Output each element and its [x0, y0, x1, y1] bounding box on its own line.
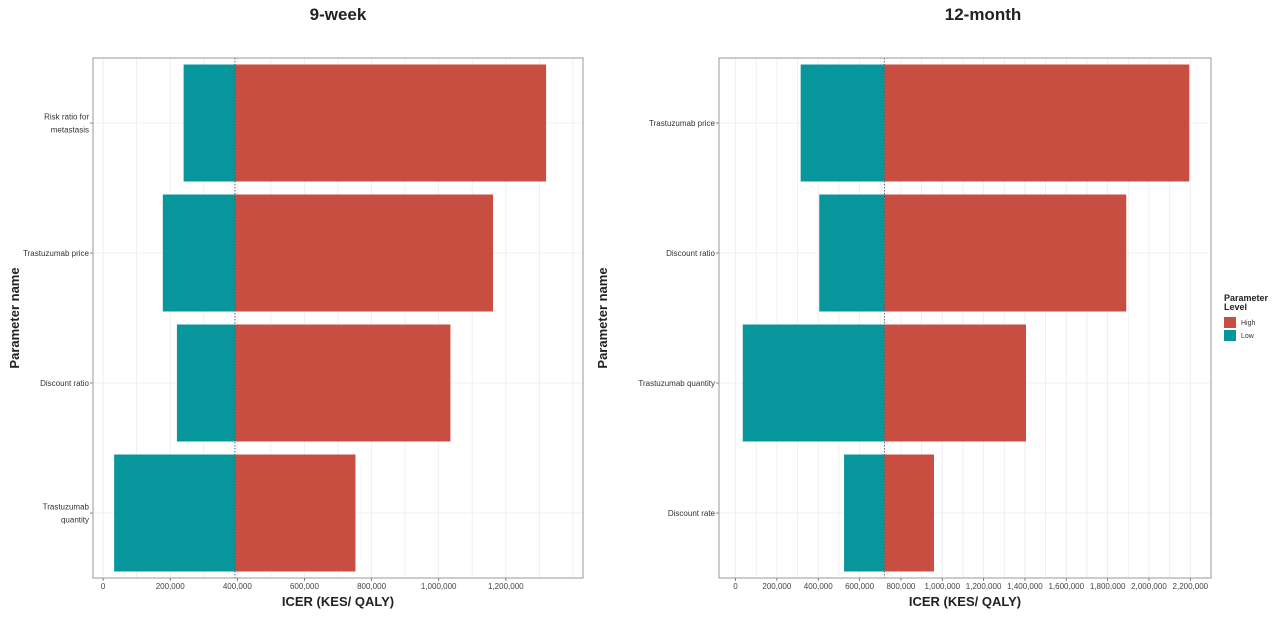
x-tick-label: 1,800,000 — [1090, 582, 1126, 591]
bar-low-4[interactable] — [844, 454, 885, 572]
category-label: Discount rate — [668, 509, 716, 518]
bar-high-3[interactable] — [884, 324, 1026, 442]
category-label: Trastuzumab price — [649, 119, 716, 128]
x-tick-label: 200,000 — [156, 582, 185, 591]
bar-high-4[interactable] — [234, 454, 356, 572]
x-tick-label: 400,000 — [804, 582, 833, 591]
bar-low-2[interactable] — [819, 194, 885, 312]
x-tick-label: 1,200,000 — [966, 582, 1002, 591]
bar-low-3[interactable] — [176, 324, 235, 442]
x-axis-title: ICER (KES/ QALY) — [282, 594, 394, 609]
bar-high-1[interactable] — [234, 64, 547, 182]
bar-low-1[interactable] — [800, 64, 885, 182]
bar-low-3[interactable] — [742, 324, 885, 442]
category-label: Discount ratio — [40, 379, 89, 388]
chart-panel-2: Trastuzumab price Discount ratio Trastuzum… — [595, 5, 1212, 609]
x-tick-label: 1,600,000 — [1048, 582, 1084, 591]
chart-panel-1: Risk ratio for metastasis Trastuzumab pric… — [7, 5, 584, 609]
x-tick-label: 0 — [733, 582, 738, 591]
panel-border — [92, 57, 584, 579]
x-tick-label: 1,000,000 — [924, 582, 960, 591]
x-tick-label: 2,200,000 — [1173, 582, 1209, 591]
legend-swatch-low — [1224, 330, 1236, 341]
bar-high-2[interactable] — [234, 194, 494, 312]
x-tick-label: 600,000 — [845, 582, 874, 591]
legend-title: Level — [1224, 302, 1247, 312]
category-label: Trastuzumab quantity — [638, 379, 715, 388]
legend-label: Low — [1241, 333, 1255, 340]
bar-low-1[interactable] — [183, 64, 235, 182]
bar-low-2[interactable] — [162, 194, 235, 312]
x-tick-label: 0 — [101, 582, 106, 591]
x-tick-label: 800,000 — [886, 582, 915, 591]
category-label: Discount ratio — [666, 249, 715, 258]
bar-high-4[interactable] — [884, 454, 934, 572]
legend-title: Parameter — [1224, 293, 1269, 303]
bar-high-3[interactable] — [234, 324, 451, 442]
panel-title: 9-week — [310, 5, 367, 24]
category-label: Trastuzumab price — [23, 249, 90, 258]
x-tick-label: 200,000 — [762, 582, 791, 591]
y-axis-title: Parameter name — [595, 267, 610, 368]
x-axis-title: ICER (KES/ QALY) — [909, 594, 1021, 609]
x-tick-label: 800,000 — [357, 582, 386, 591]
panel-title: 12-month — [945, 5, 1022, 24]
x-tick-label: 1,000,000 — [421, 582, 457, 591]
category-label: metastasis — [51, 126, 89, 135]
x-tick-label: 600,000 — [290, 582, 319, 591]
x-tick-label: 400,000 — [223, 582, 252, 591]
panel-border — [718, 57, 1212, 579]
legend-label: High — [1241, 320, 1256, 327]
bar-high-1[interactable] — [884, 64, 1190, 182]
category-label: Trastuzumab — [43, 503, 90, 512]
bar-high-2[interactable] — [884, 194, 1127, 312]
y-axis-title: Parameter name — [7, 267, 22, 368]
bar-low-4[interactable] — [114, 454, 235, 572]
x-tick-label: 1,400,000 — [1007, 582, 1043, 591]
x-tick-label: 1,200,000 — [488, 582, 524, 591]
legend-swatch-high — [1224, 317, 1236, 328]
category-label: quantity — [61, 516, 89, 525]
category-label: Risk ratio for — [44, 113, 89, 122]
x-tick-label: 2,000,000 — [1131, 582, 1167, 591]
